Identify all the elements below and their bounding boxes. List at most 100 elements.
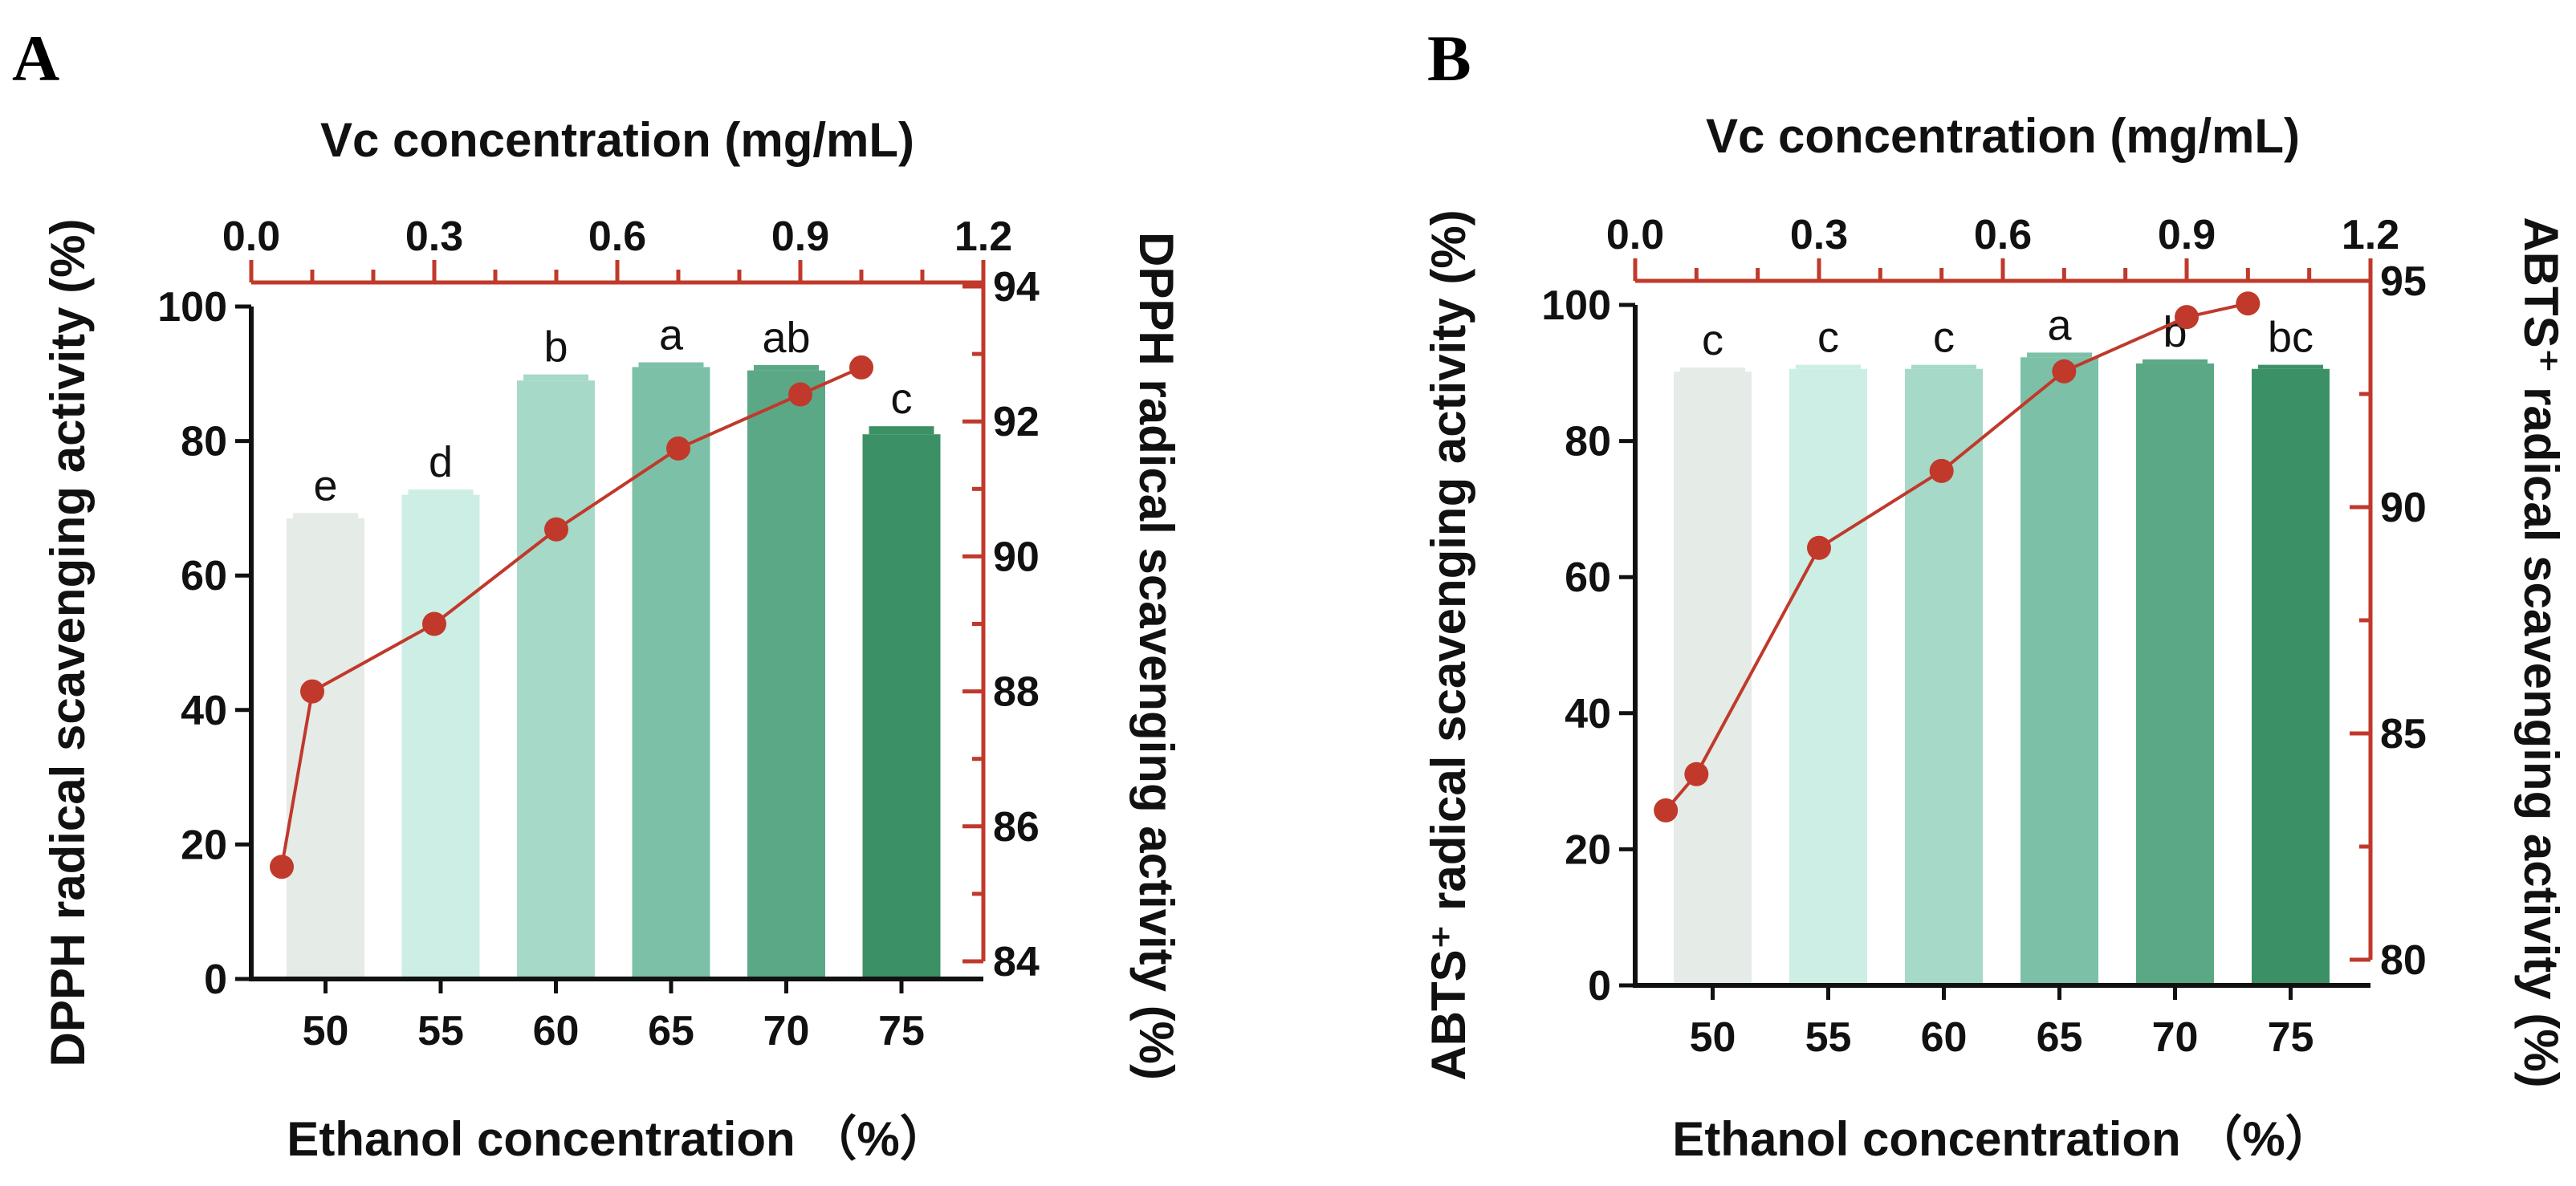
x-tick-label: 60 — [533, 1008, 580, 1054]
y-tick-label: 40 — [181, 688, 227, 734]
error-cap — [408, 489, 474, 495]
vc-data-point — [666, 436, 690, 461]
y-tick-label: 80 — [1565, 419, 1611, 465]
right-tick-label: 85 — [2380, 711, 2427, 757]
error-cap — [869, 426, 934, 435]
significance-label: c — [1817, 314, 1839, 362]
top-tick-label: 0.0 — [1606, 212, 1664, 258]
bar — [1674, 372, 1752, 985]
bar — [1789, 368, 1867, 985]
right-tick-label: 95 — [2380, 258, 2427, 305]
panel-a-letter: A — [12, 22, 59, 95]
right-tick-label: 92 — [993, 399, 1040, 445]
x-tick-label: 65 — [648, 1008, 694, 1054]
vc-data-point — [1654, 798, 1679, 822]
error-cap — [2258, 364, 2323, 369]
error-cap — [1911, 364, 1976, 369]
significance-label: a — [2047, 301, 2072, 349]
vc-data-point — [2236, 291, 2261, 316]
panel-b-letter: B — [1427, 22, 1471, 95]
error-cap — [754, 364, 819, 371]
x-tick-label: 55 — [1805, 1014, 1852, 1061]
error-cap — [523, 374, 588, 381]
right-axis-title: DPPH radical scavenging activity (%) — [1129, 232, 1183, 1080]
right-tick-label: 90 — [993, 534, 1040, 580]
y-tick-label: 60 — [1565, 554, 1611, 601]
panel-a: A e 50 d 55 b 60 a 65 ab 70 c 75 0 20 40 60 80 100 0.0 0.3 0… — [12, 22, 1183, 1166]
y-tick-label: 60 — [181, 553, 227, 599]
bar — [2021, 357, 2098, 985]
bar — [862, 434, 941, 979]
right-axis-title: ABTS⁺ radical scavenging activity (%) — [2514, 217, 2568, 1087]
vc-data-point — [1684, 762, 1709, 786]
y-axis-title: DPPH radical scavenging activity (%) — [41, 218, 95, 1066]
x-tick-label: 75 — [878, 1008, 925, 1054]
x-axis-title: Ethanol concentration （%） — [1672, 1112, 2333, 1166]
y-tick-label: 40 — [1565, 691, 1611, 737]
significance-label: b — [543, 323, 568, 372]
top-tick-label: 0.0 — [222, 213, 280, 260]
bar — [287, 518, 364, 979]
error-cap — [2143, 359, 2208, 364]
y-tick-label: 100 — [1541, 282, 1611, 329]
y-tick-label: 20 — [181, 822, 227, 868]
vc-data-point — [422, 611, 446, 636]
x-tick-label: 65 — [2037, 1014, 2083, 1061]
vc-data-point — [2052, 359, 2077, 384]
x-tick-label: 55 — [417, 1008, 464, 1054]
x-tick-label: 50 — [303, 1008, 349, 1054]
y-tick-label: 20 — [1565, 827, 1611, 873]
bar — [401, 494, 480, 979]
top-tick-label: 1.2 — [954, 213, 1012, 260]
top-tick-label: 0.6 — [588, 213, 646, 260]
error-cap — [1796, 364, 1861, 369]
significance-label: c — [1933, 314, 1955, 362]
y-axis-title: ABTS⁺ radical scavenging activity (%) — [1422, 209, 1475, 1080]
bar — [2252, 368, 2330, 985]
vc-data-point — [849, 355, 873, 380]
y-tick-label: 80 — [181, 419, 227, 465]
vc-data-point — [1807, 535, 1831, 560]
bar — [747, 370, 825, 979]
vc-data-point — [2175, 305, 2199, 330]
y-tick-label: 100 — [157, 284, 227, 331]
right-tick-label: 90 — [2380, 485, 2427, 531]
vc-data-point — [544, 517, 568, 542]
x-axis-title: Ethanol concentration （%） — [287, 1112, 947, 1166]
error-cap — [293, 513, 358, 518]
top-axis-title: Vc concentration (mg/mL) — [1706, 109, 2300, 163]
significance-label: d — [429, 438, 453, 486]
x-tick-label: 60 — [1921, 1014, 1968, 1061]
x-tick-label: 70 — [2152, 1014, 2199, 1061]
right-tick-label: 86 — [993, 804, 1040, 851]
top-tick-label: 0.9 — [2158, 212, 2216, 258]
y-tick-label: 0 — [1588, 963, 1611, 1009]
error-cap — [1680, 368, 1745, 372]
significance-label: bc — [2268, 314, 2314, 362]
right-tick-label: 88 — [993, 669, 1040, 716]
error-cap — [638, 362, 704, 368]
top-tick-label: 0.3 — [1790, 212, 1848, 258]
significance-label: c — [1702, 316, 1723, 364]
vc-data-point — [1929, 458, 1954, 483]
right-tick-label: 80 — [2380, 937, 2427, 984]
significance-label: ab — [762, 314, 810, 362]
x-tick-label: 50 — [1690, 1014, 1736, 1061]
x-tick-label: 70 — [763, 1008, 810, 1054]
vc-data-point — [788, 382, 812, 407]
vc-data-point — [270, 855, 294, 879]
top-tick-label: 1.2 — [2342, 212, 2399, 258]
top-tick-label: 0.9 — [771, 213, 829, 260]
top-tick-label: 0.6 — [1974, 212, 2032, 258]
top-tick-label: 0.3 — [405, 213, 463, 260]
right-tick-label: 94 — [993, 264, 1040, 311]
bar — [632, 367, 710, 979]
significance-label: e — [313, 461, 337, 510]
right-tick-label: 84 — [993, 939, 1040, 985]
error-cap — [2027, 352, 2092, 358]
significance-label: a — [659, 311, 684, 359]
x-tick-label: 75 — [2268, 1014, 2314, 1061]
bar — [517, 380, 595, 979]
